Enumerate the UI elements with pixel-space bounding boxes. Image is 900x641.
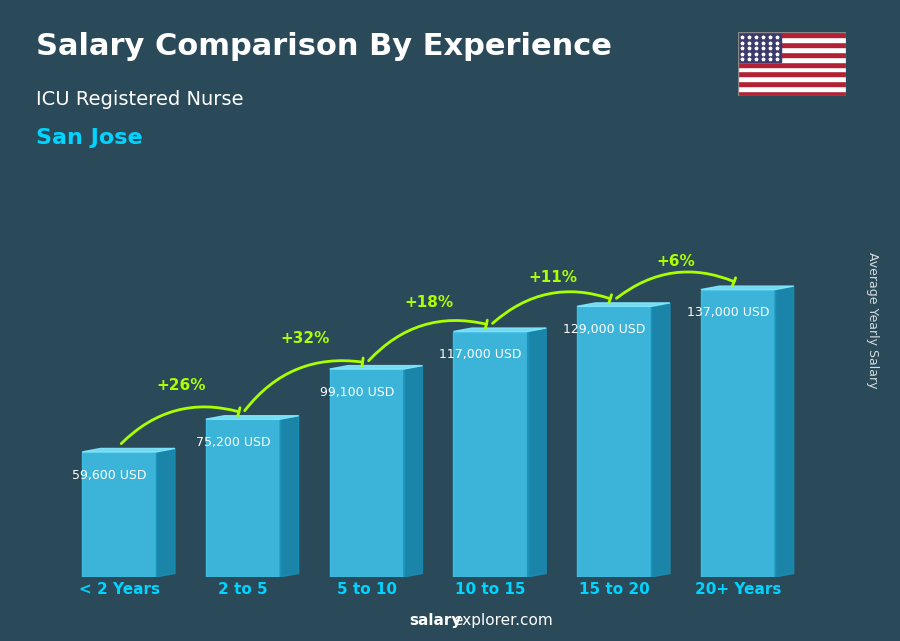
Polygon shape	[404, 365, 422, 577]
Bar	[738, 87, 846, 91]
Bar	[738, 76, 846, 81]
Text: salary: salary	[410, 613, 462, 628]
Text: ICU Registered Nurse: ICU Registered Nurse	[36, 90, 244, 109]
Polygon shape	[577, 303, 670, 306]
Text: +18%: +18%	[404, 296, 454, 310]
Text: Salary Comparison By Experience: Salary Comparison By Experience	[36, 32, 612, 61]
Bar	[738, 72, 846, 76]
Polygon shape	[652, 303, 670, 577]
Polygon shape	[775, 286, 794, 577]
Bar	[206, 419, 280, 577]
Bar	[738, 32, 846, 37]
Bar	[454, 331, 527, 577]
Text: 99,100 USD: 99,100 USD	[320, 386, 394, 399]
Text: salaryexplorer.com: salaryexplorer.com	[0, 640, 1, 641]
Bar	[329, 369, 404, 577]
Text: +32%: +32%	[280, 331, 329, 345]
Text: 75,200 USD: 75,200 USD	[196, 436, 270, 449]
Bar	[738, 91, 846, 96]
Text: Average Yearly Salary: Average Yearly Salary	[867, 253, 879, 388]
Bar	[738, 67, 846, 72]
Polygon shape	[157, 449, 175, 577]
Bar	[738, 81, 846, 87]
Text: 59,600 USD: 59,600 USD	[72, 469, 147, 481]
Text: +6%: +6%	[657, 254, 696, 269]
Text: explorer.com: explorer.com	[453, 613, 553, 628]
Text: 137,000 USD: 137,000 USD	[687, 306, 770, 319]
Text: 117,000 USD: 117,000 USD	[439, 348, 522, 362]
Polygon shape	[280, 416, 299, 577]
Bar	[738, 42, 846, 47]
Bar	[701, 290, 775, 577]
Bar	[738, 56, 846, 62]
Bar	[738, 62, 846, 67]
Bar	[82, 452, 157, 577]
Text: +26%: +26%	[157, 378, 206, 393]
Bar	[738, 37, 846, 42]
Bar	[738, 47, 846, 52]
Text: +11%: +11%	[528, 271, 577, 285]
Polygon shape	[701, 286, 794, 290]
Text: 129,000 USD: 129,000 USD	[563, 323, 645, 336]
Bar	[577, 306, 652, 577]
Text: San Jose: San Jose	[36, 128, 142, 148]
Polygon shape	[82, 449, 175, 452]
Bar	[738, 32, 781, 62]
Bar	[738, 52, 846, 56]
Polygon shape	[454, 328, 546, 331]
Polygon shape	[329, 365, 422, 369]
Polygon shape	[527, 328, 546, 577]
Polygon shape	[206, 416, 299, 419]
